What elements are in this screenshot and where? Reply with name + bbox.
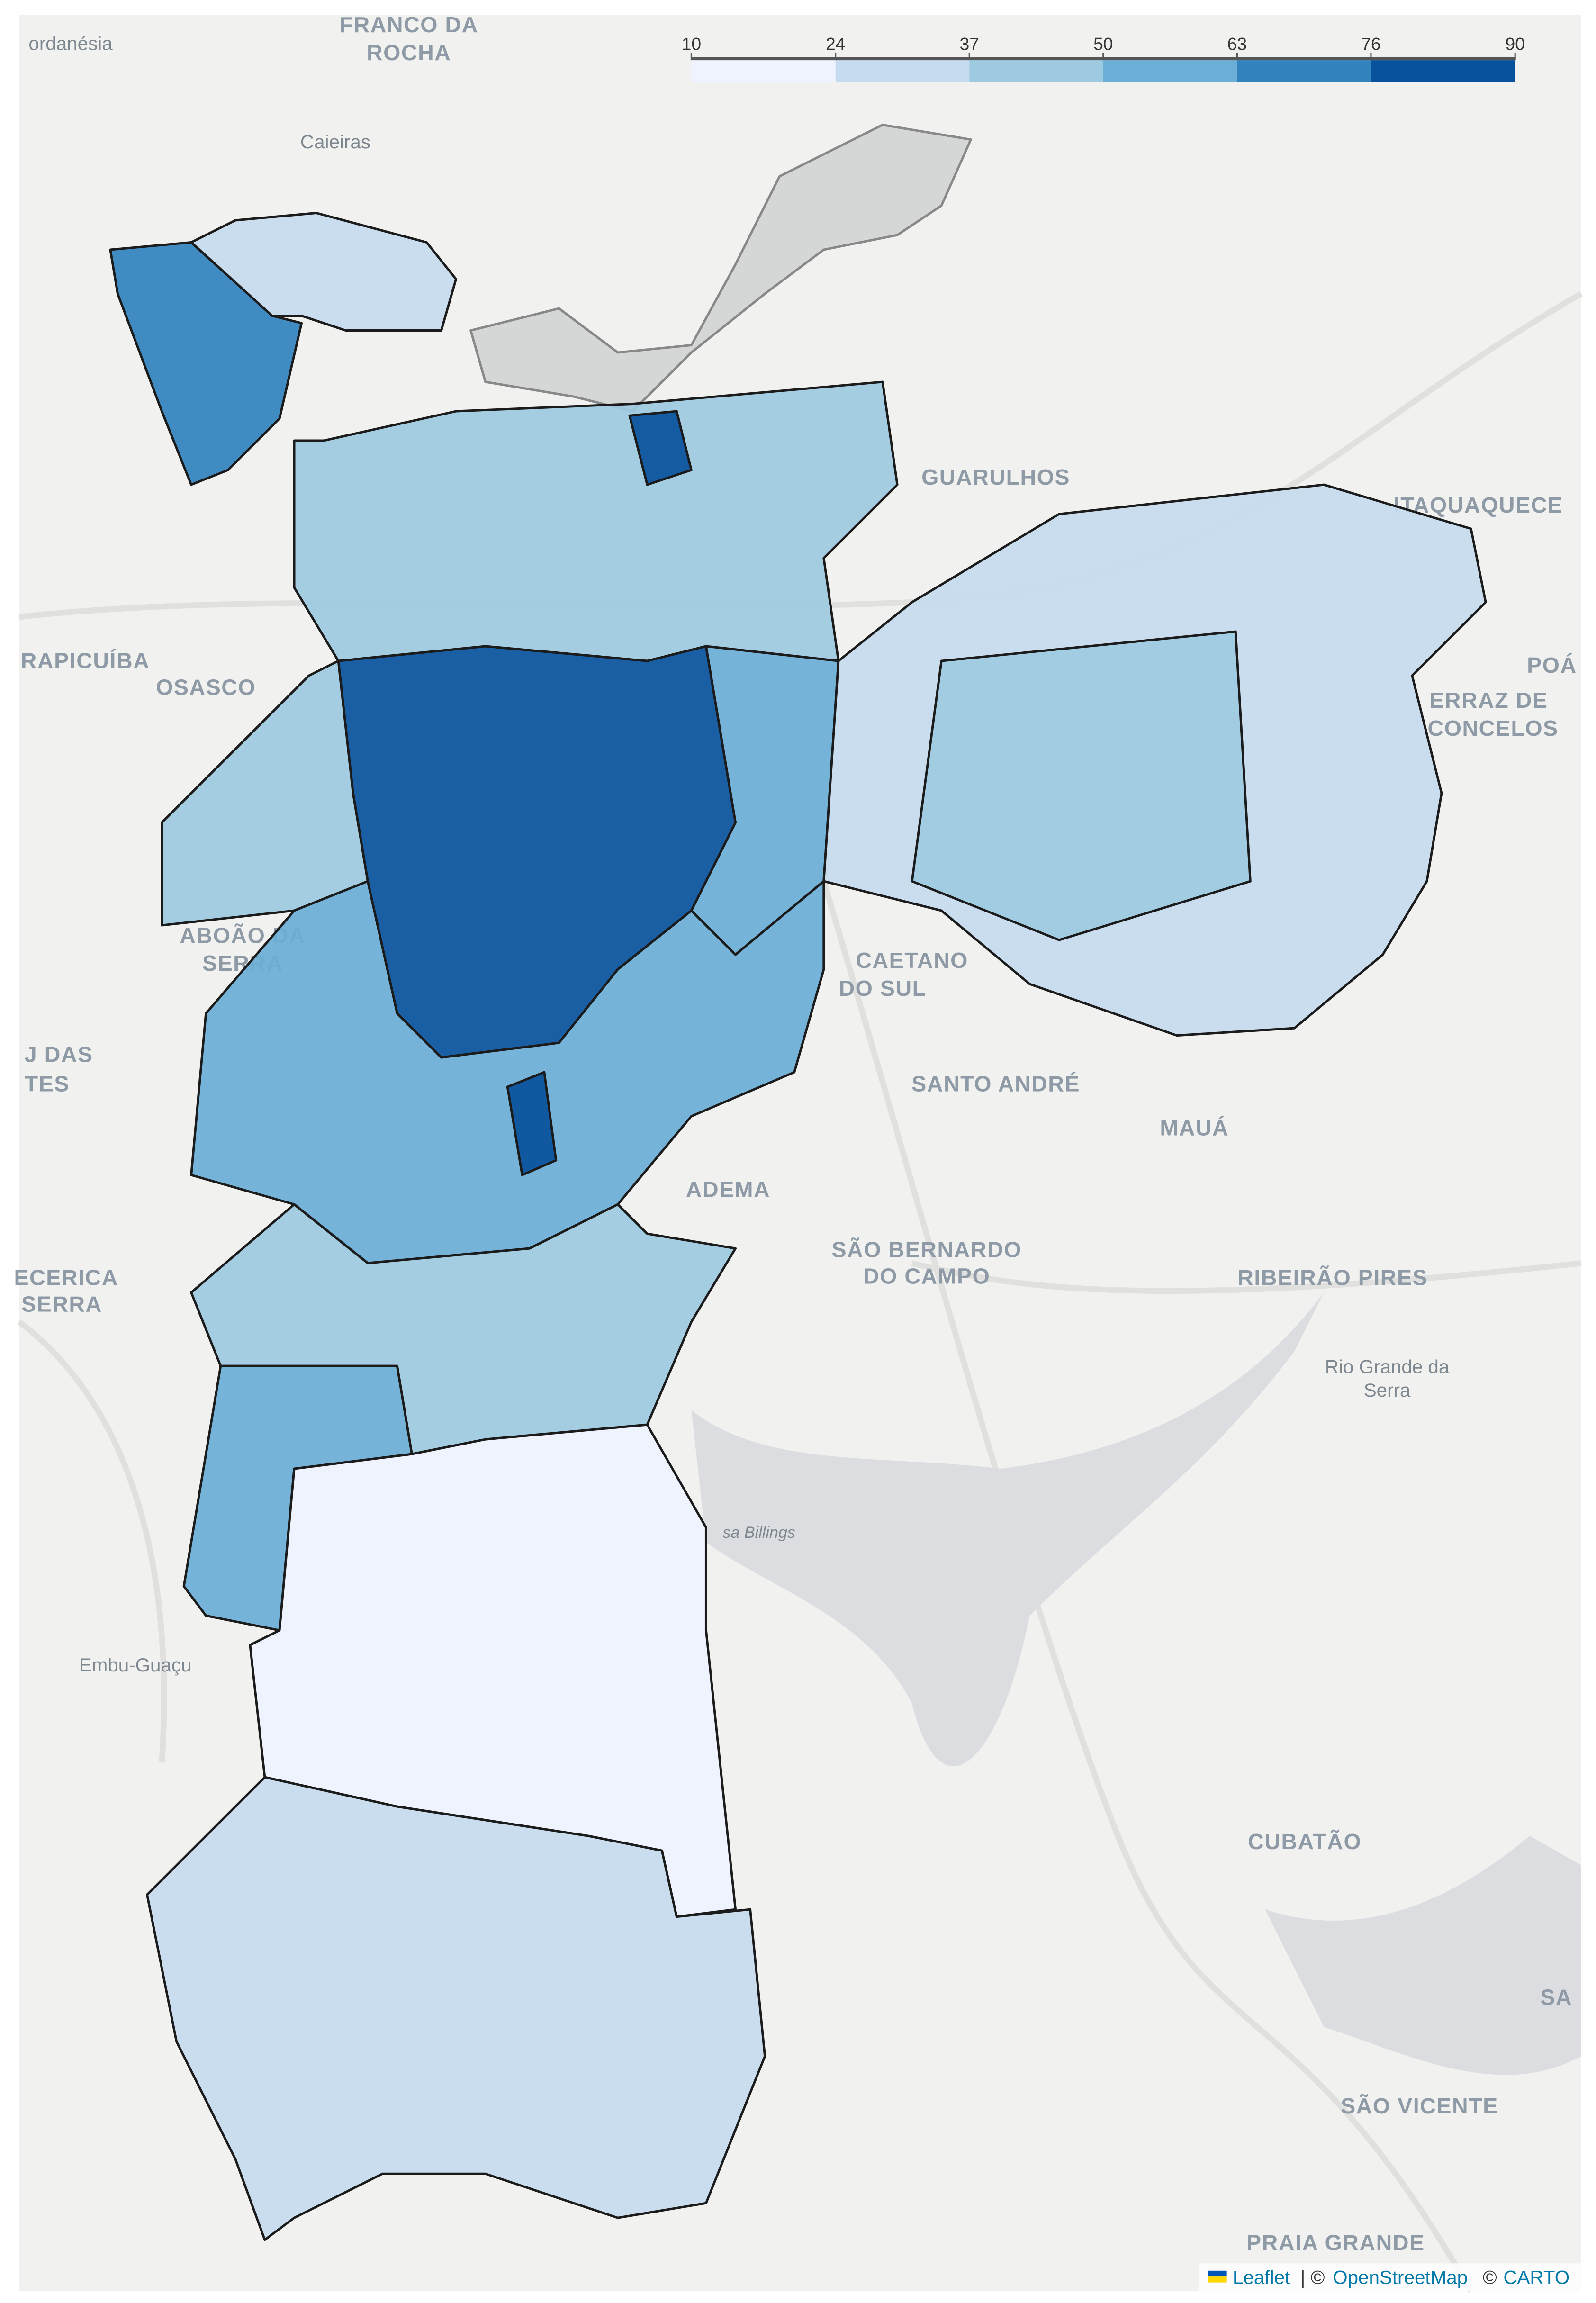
attribution-background [1199,2263,1585,2292]
legend-tick-label: 37 [960,34,979,54]
place-label: Caieiras [300,131,370,153]
legend-tick-label: 63 [1227,34,1247,54]
place-label: Serra [1364,1379,1411,1401]
region[interactable] [161,659,369,927]
reservoir [691,1292,1324,1767]
place-label: CONCELOS [1428,716,1559,741]
roads [17,291,1583,2293]
road [911,1260,1582,1294]
place-label: DO CAMPO [863,1264,990,1289]
place-label: PRAIA GRANDE [1246,2230,1425,2255]
place-label: OSASCO [156,675,256,699]
legend-tick-label: 10 [682,34,701,54]
region[interactable] [628,410,693,486]
attribution-text: | © [1300,2267,1325,2288]
place-label: POÁ [1527,653,1577,677]
place-label: SÃO BERNARDO [831,1237,1021,1262]
legend-swatch [835,60,970,82]
legend-swatch [1103,60,1237,82]
place-label: Embu-Guaçu [79,1654,192,1676]
place-label: ordanésia [28,32,113,54]
place-label: MAUÁ [1160,1115,1229,1140]
place-label: ECERICA [14,1265,118,1290]
region[interactable] [146,1776,766,2241]
road [18,291,1583,620]
regions [109,124,1487,2241]
place-label: SA [1540,1985,1572,2010]
attribution-link[interactable]: OpenStreetMap [1333,2267,1468,2288]
attribution-link[interactable]: CARTO [1503,2267,1569,2288]
legend-swatch [691,60,836,82]
region[interactable] [506,1071,558,1176]
attribution-link[interactable]: Leaflet [1233,2267,1290,2288]
place-label: Rio Grande da [1325,1356,1450,1378]
place-label: ERRAZ DE [1429,688,1548,713]
legend-swatch [1237,60,1371,82]
estuary [1265,1836,1581,2075]
road [821,880,1474,2293]
place-label: DO SUL [839,976,926,1001]
legend: 10 24 37 50 63 76 90 [682,34,1525,82]
place-label: RAPICUÍBA [21,649,150,673]
place-label: J DAS [25,1042,93,1066]
place-label: ROCHA [367,40,451,65]
place-label: ADEMA [686,1177,770,1202]
legend-tick-label: 76 [1361,34,1380,54]
legend-swatch [1371,60,1515,82]
place-label: sa Billings [722,1524,795,1542]
flag-icon [1208,2276,1227,2283]
road [17,1319,167,1763]
place-label: SÃO VICENTE [1341,2094,1498,2118]
region[interactable] [911,630,1252,941]
legend-tick-label: 50 [1093,34,1113,54]
attribution: Leaflet | © OpenStreetMap © CARTO [1199,2263,1585,2292]
flag-icon [1208,2270,1227,2277]
region[interactable] [190,1203,737,1455]
legend-swatch [969,60,1103,82]
place-label: FRANCO DA [340,12,478,37]
region[interactable] [190,212,458,332]
place-label: RIBEIRÃO PIRES [1237,1265,1428,1290]
place-label: GUARULHOS [921,465,1070,489]
place-label: SANTO ANDRÉ [911,1071,1080,1096]
place-label: CAETANO [856,948,968,973]
place-label: CUBATÃO [1248,1829,1362,1854]
attribution-text: © [1483,2267,1497,2288]
legend-tick-label: 90 [1506,34,1525,54]
place-label: TES [25,1071,70,1096]
legend-tick-label: 24 [826,34,845,54]
place-label: SERRA [21,1291,102,1316]
